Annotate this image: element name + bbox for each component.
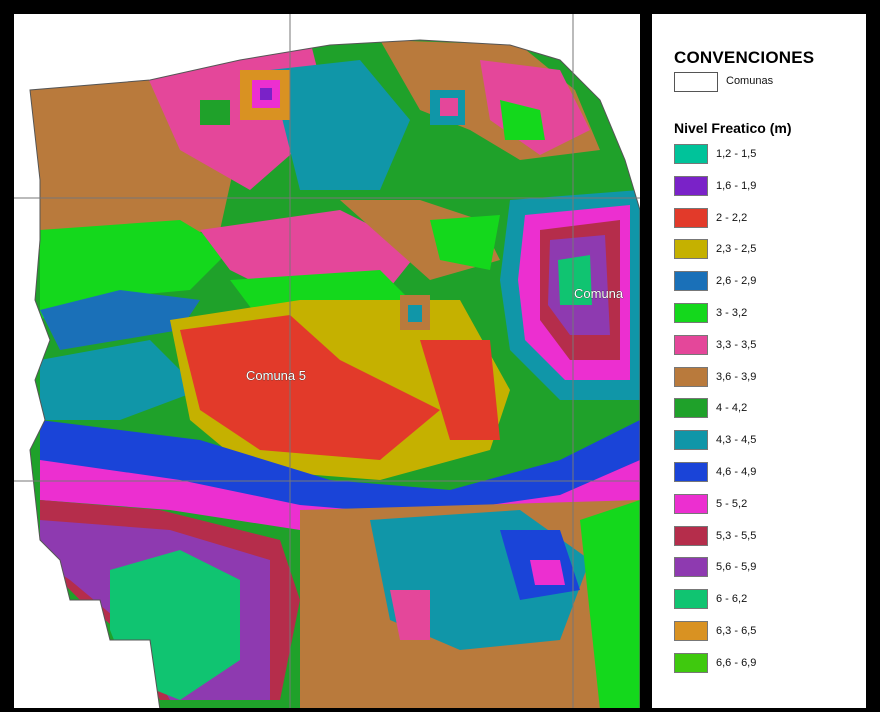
legend-swatch [674, 334, 708, 355]
legend-title: CONVENCIONES [674, 48, 815, 67]
frame-border-right [866, 0, 880, 712]
legend-swatch [674, 621, 708, 641]
zone-blue-band [40, 420, 640, 520]
zone-blue-left [40, 290, 200, 350]
legend-swatch [674, 144, 708, 164]
legend-item: 4,3 - 4,5 [674, 430, 864, 454]
legend-item-label: 5,6 - 5,9 [716, 561, 757, 574]
legend-swatch [674, 589, 708, 610]
legend-swatch [674, 398, 708, 419]
zone-teal [270, 60, 410, 190]
legend-swatch [674, 207, 708, 228]
legend-item: 3,3 - 3,5 [674, 334, 864, 359]
legend-item: 6 - 6,2 [674, 589, 864, 613]
legend-swatch [674, 525, 708, 546]
legend-item: 6,3 - 6,5 [674, 621, 864, 645]
legend-item: 1,6 - 1,9 [674, 175, 864, 200]
zone-green-top [500, 100, 545, 140]
map-panel: Comuna 5 Comuna [14, 14, 640, 708]
legend-item-label: 3 - 3,2 [716, 307, 748, 319]
legend-item-label: 2,3 - 2,5 [716, 243, 757, 256]
map-label-comuna: Comuna [574, 286, 624, 301]
zone-emerald-right [558, 255, 592, 305]
legend-item-label: 6 - 6,2 [716, 593, 748, 606]
zone-red-right [420, 340, 500, 440]
zone-magenta-spot [530, 560, 565, 585]
legend-subtitle: Nivel Freatico (m) [674, 120, 792, 136]
legend-item: 1,2 - 1,5 [674, 144, 864, 168]
zone-green-lower-right [580, 500, 640, 708]
water-table-map: Comuna 5 Comuna [14, 14, 640, 708]
legend-item: 3 - 3,2 [674, 303, 864, 327]
legend-swatch [674, 239, 708, 260]
legend-swatch [674, 462, 708, 482]
legend-swatch [674, 175, 708, 196]
zone-green-left [40, 220, 230, 320]
legend-item-label: 4 - 4,2 [716, 402, 748, 415]
map-label-comuna-5: Comuna 5 [246, 368, 306, 383]
frame-separator [640, 14, 652, 712]
legend-swatch [674, 652, 708, 673]
legend-item-label: 4,6 - 4,9 [716, 466, 757, 478]
legend-item: 4 - 4,2 [674, 398, 864, 422]
legend-item: 4,6 - 4,9 [674, 462, 864, 486]
legend-item-label: 5 - 5,2 [716, 497, 748, 510]
legend-item: 6,6 - 6,9 [674, 652, 864, 677]
zone-green-center [430, 215, 500, 270]
legend-item: 5,6 - 5,9 [674, 557, 864, 581]
legend-swatch [674, 271, 708, 292]
frame-border-bottom [0, 708, 880, 712]
zone-red-center [180, 315, 440, 460]
legend-item-label: 5,3 - 5,5 [716, 529, 757, 542]
zone-teal-left [40, 340, 200, 420]
frame-border-top [0, 0, 880, 14]
legend-item: 5,3 - 5,5 [674, 525, 864, 550]
comunas-boundary [29, 39, 640, 708]
legend-swatch [674, 493, 708, 514]
zone-pink-spot [390, 590, 430, 640]
legend-item: 5 - 5,2 [674, 493, 864, 518]
legend-item: 2,3 - 2,5 [674, 239, 864, 263]
zone-violet-spot [260, 88, 272, 100]
legend-item-label: 2,6 - 2,9 [716, 275, 757, 288]
legend-item-label: 2 - 2,2 [716, 211, 748, 224]
legend-item-label: 6,6 - 6,9 [716, 656, 757, 669]
legend-item: 2,6 - 2,9 [674, 271, 864, 295]
legend-item-label: 1,2 - 1,5 [716, 148, 757, 160]
legend-item-label: 6,3 - 6,5 [716, 625, 757, 637]
zone-pink-spot-top [440, 98, 458, 116]
comunas-swatch [674, 72, 718, 92]
legend-item: 2 - 2,2 [674, 207, 864, 232]
legend-panel: CONVENCIONES Comunas Nivel Freatico (m) … [652, 14, 866, 708]
zone-green-spot [200, 100, 230, 125]
legend-item-label: 3,6 - 3,9 [716, 370, 757, 383]
frame-border-left [0, 0, 14, 712]
comunas-label: Comunas [726, 75, 774, 87]
legend-item-label: 4,3 - 4,5 [716, 434, 757, 447]
zone-teal-spot-mid [408, 305, 422, 322]
legend-item-label: 1,6 - 1,9 [716, 179, 757, 192]
legend-swatch [674, 303, 708, 323]
legend-swatch [674, 366, 708, 387]
legend-swatch [674, 430, 708, 451]
legend-swatch [674, 557, 708, 578]
legend-item-label: 3,3 - 3,5 [716, 338, 757, 351]
legend-item: 3,6 - 3,9 [674, 366, 864, 391]
